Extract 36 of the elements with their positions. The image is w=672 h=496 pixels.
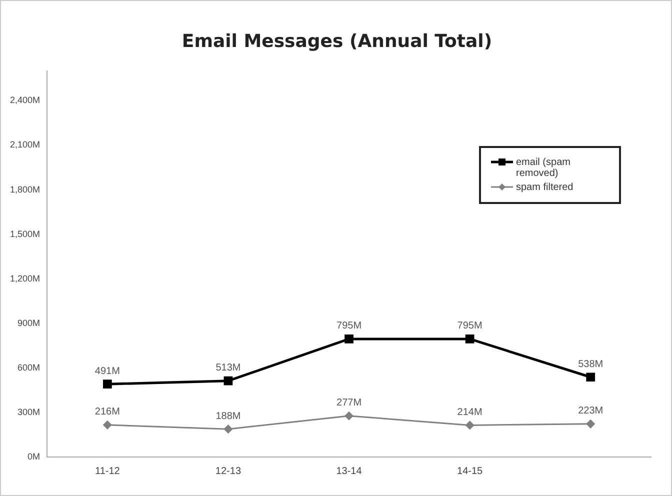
data-label: 491M (94, 366, 120, 377)
y-tick-label: 1,200M (10, 273, 40, 284)
x-tick-label: 14-15 (457, 466, 484, 477)
legend-label: email (spam removed) (516, 157, 572, 179)
point (224, 424, 232, 434)
chart-title: Email Messages (Annual Total) (180, 31, 494, 52)
point (224, 376, 233, 386)
data-label: 223M (578, 406, 604, 417)
point (103, 420, 112, 430)
point (586, 420, 595, 428)
point (102, 380, 112, 389)
y-tick-label: 600M (18, 362, 40, 372)
x-tick-label: 11-12 (94, 466, 120, 477)
data-label: 277M (336, 398, 362, 409)
data-label: 538M (578, 358, 604, 370)
data-label: 795M (457, 320, 482, 332)
y-tick-label: 1,500M (10, 228, 40, 239)
data-label: 214M (457, 406, 482, 418)
y-tick-label: 2,100M (10, 140, 40, 150)
data-label: 513M (216, 362, 241, 374)
point (586, 372, 596, 382)
legend-label: spam filtered (516, 182, 574, 193)
y-tick-label: 300M (18, 406, 40, 417)
x-tick-label: 12-13 (215, 466, 242, 477)
point (344, 334, 354, 344)
x-tick-label: 13-14 (336, 466, 362, 477)
data-label: 216M (94, 406, 120, 418)
point (466, 420, 474, 430)
data-label: 188M (216, 410, 241, 422)
y-tick-label: 0M (28, 451, 40, 462)
y-tick-label: 2,400M (10, 95, 40, 106)
y-tick-label: 900M (18, 318, 40, 328)
y-tick-label: 1,800M (10, 184, 40, 194)
point (344, 412, 354, 420)
point (465, 334, 474, 344)
data-label: 795M (336, 320, 362, 332)
